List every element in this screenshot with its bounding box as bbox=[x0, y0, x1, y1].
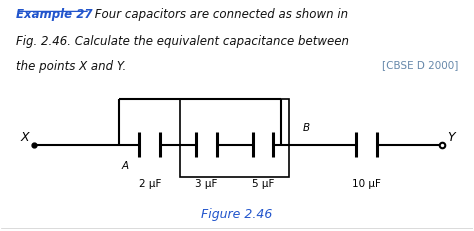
Text: Fig. 2.46. Calculate the equivalent capacitance between: Fig. 2.46. Calculate the equivalent capa… bbox=[16, 34, 348, 47]
Text: Figure 2.46: Figure 2.46 bbox=[201, 207, 273, 220]
Text: 3 μF: 3 μF bbox=[195, 178, 218, 188]
Text: 5 μF: 5 μF bbox=[252, 178, 274, 188]
Bar bbox=[181, 100, 289, 177]
Text: Y: Y bbox=[447, 130, 455, 143]
Text: 2 μF: 2 μF bbox=[138, 178, 161, 188]
Text: A: A bbox=[121, 160, 128, 170]
Text: Four capacitors are connected as shown in: Four capacitors are connected as shown i… bbox=[91, 8, 348, 21]
Text: X: X bbox=[20, 130, 29, 143]
Text: [CBSE D 2000]: [CBSE D 2000] bbox=[382, 60, 458, 70]
Text: the points X and Y.: the points X and Y. bbox=[16, 60, 126, 73]
Text: B: B bbox=[303, 123, 310, 133]
Text: Example 27: Example 27 bbox=[16, 8, 92, 21]
Text: 10 μF: 10 μF bbox=[352, 178, 381, 188]
